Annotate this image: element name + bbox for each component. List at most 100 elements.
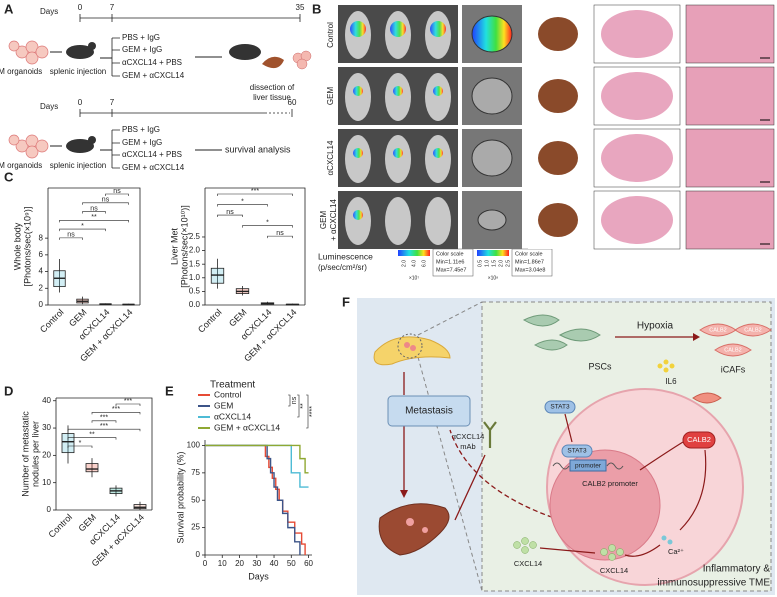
comparison-bracket	[91, 412, 141, 415]
y-axis-label: Number of metastatic	[20, 411, 30, 497]
signal	[353, 86, 363, 96]
panel-f: F Metastasis αCXCL14 mAb PSCs Hypoxia CA…	[342, 294, 775, 595]
axes	[204, 188, 305, 306]
x-tick-label: 0	[203, 559, 208, 568]
survival-curve	[205, 444, 306, 555]
comparison-bracket	[82, 202, 129, 205]
y-axis-label: Whole body	[12, 222, 22, 270]
panel-a: A Days 0 7 35 PBS + IgG GEM + IgG αCXCL1…	[0, 1, 312, 172]
mouse	[385, 73, 411, 121]
luminescence-label: Luminescence	[318, 251, 373, 261]
he-tissue	[601, 196, 673, 244]
treatment: αCXCL14 + PBS	[122, 58, 182, 67]
stat3-pill	[544, 400, 576, 414]
survival-curve	[205, 444, 309, 474]
days-label: Days	[40, 7, 58, 16]
liver-signal	[477, 209, 507, 231]
x-tick-label: 20	[235, 559, 244, 568]
legend-label: Control	[214, 389, 242, 399]
significance: ns	[67, 232, 75, 239]
signal	[353, 210, 363, 220]
he-tissue	[601, 10, 673, 58]
significance: ns	[226, 209, 234, 216]
y-axis-label: Survival probability (%)	[175, 451, 185, 543]
comparison-bracket	[297, 394, 300, 418]
cxcl14-label: CXCL14	[514, 559, 542, 568]
y-tick-label: 2	[39, 283, 44, 292]
he-tissue	[601, 72, 673, 120]
colorbar-tick: 0.5	[477, 260, 483, 267]
he-zoom	[685, 66, 775, 126]
x-axis-label: Days	[248, 571, 269, 581]
hypoxia-label: Hypoxia	[637, 321, 674, 332]
cxcl14-label: CXCL14	[600, 566, 628, 575]
psc-cells	[522, 314, 601, 351]
comparison-bracket	[67, 428, 141, 432]
y-tick-label: 0	[39, 300, 44, 309]
arrow-head	[693, 333, 700, 341]
significance: *	[81, 223, 84, 230]
comparison-bracket	[217, 193, 293, 196]
tumor	[404, 342, 410, 348]
colorbar-tick: 1.5	[491, 260, 497, 267]
comparison-bracket	[91, 420, 117, 423]
zoom-line	[417, 301, 483, 336]
branch	[111, 129, 120, 169]
colorbar-multiplier: ×10⁷	[409, 275, 419, 281]
y-tick-label: 6	[39, 250, 44, 259]
y-tick-label: 75	[191, 468, 200, 477]
row-label: GEM	[326, 87, 335, 106]
stat3-label: STAT3	[550, 404, 570, 411]
comparison-bracket	[115, 403, 141, 406]
x-tick-label: GEM	[227, 307, 249, 329]
liver	[538, 79, 578, 113]
icaf-marker: CALB2	[744, 327, 761, 333]
panel-b: B Control GEM αCXCL14 GEM + αCXCL14 Lumi…	[312, 1, 775, 281]
arrow	[624, 544, 661, 557]
colorbar-tick: 6.0	[421, 260, 427, 267]
significance: ***	[100, 415, 108, 422]
mitochondrion	[692, 392, 722, 404]
significance: ***	[251, 188, 259, 195]
liver-signal	[471, 77, 513, 115]
x-tick-label: Control	[47, 512, 75, 540]
organoids-icon	[8, 134, 49, 159]
calb2-promoter-label: CALB2 promoter	[582, 479, 638, 488]
liver-icon	[262, 56, 284, 69]
day-tick: 35	[296, 3, 305, 12]
antibody-icon	[483, 421, 497, 448]
mouse	[425, 135, 451, 183]
x-tick-label: 50	[287, 559, 296, 568]
stat3-pill	[561, 444, 593, 458]
row-label: GEM	[319, 211, 328, 230]
il6-label: IL6	[665, 377, 677, 386]
signal	[393, 86, 403, 96]
colorbar-tick: 4.0	[411, 260, 417, 267]
survival-curve	[205, 444, 309, 488]
panel-label: B	[312, 1, 321, 16]
signal	[390, 21, 406, 37]
y-tick-label: 2.0	[189, 246, 201, 255]
treatment: GEM + IgG	[122, 45, 162, 54]
metastasis-box	[387, 395, 471, 427]
signal	[433, 86, 443, 96]
legend-label: αCXCL14	[214, 411, 251, 421]
tumor	[422, 527, 428, 533]
row-label: + αCXCL14	[329, 199, 338, 241]
il6-dots	[657, 359, 675, 373]
arrow-head	[400, 490, 408, 498]
calb2-label: CALB2	[687, 435, 711, 444]
significance: ***	[124, 398, 132, 405]
y-tick-label: 0	[196, 550, 201, 559]
row-label: αCXCL14	[326, 140, 335, 175]
colorbar-multiplier: ×10⁸	[488, 275, 499, 281]
tumor	[406, 518, 414, 526]
treatment: αCXCL14 + PBS	[122, 150, 182, 159]
outcome-label: dissection of	[250, 83, 295, 92]
y-axis-label: [Photons/sec(×10⁹)]	[22, 207, 32, 287]
box	[61, 433, 75, 454]
tme-label: immunosuppressive TME	[657, 578, 770, 589]
liver-signal	[471, 15, 513, 53]
day-tick: 60	[288, 98, 297, 107]
signal	[430, 21, 446, 37]
